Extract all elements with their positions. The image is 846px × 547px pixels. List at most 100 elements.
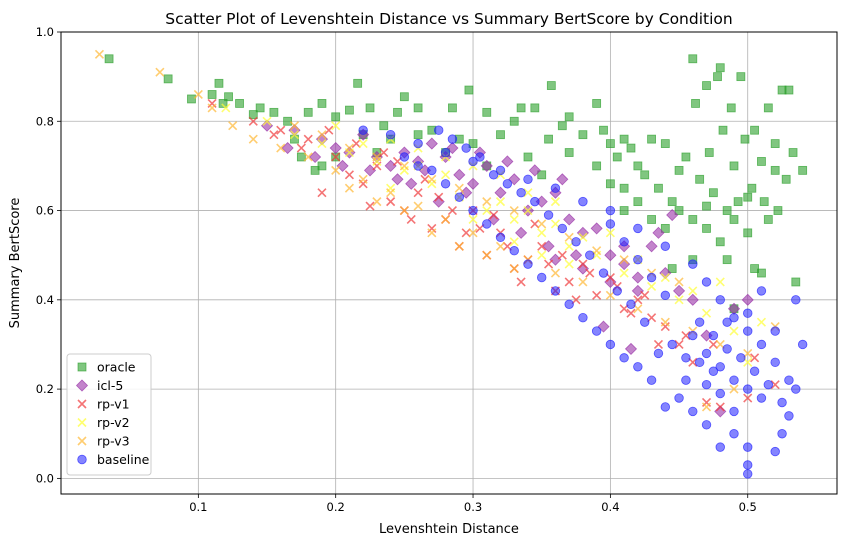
baseline-point (447, 134, 458, 144)
rp-v1-point (544, 259, 554, 269)
baseline-point (708, 366, 719, 376)
baseline-point (701, 277, 712, 287)
oracle-point (757, 268, 766, 278)
rp-v3-point (372, 152, 382, 162)
rp-v1-point (331, 152, 341, 162)
oracle-point (763, 215, 773, 224)
baseline-point (770, 446, 780, 457)
oracle-point (599, 125, 608, 135)
rp-v3-point (94, 49, 105, 59)
x-tick-label: 0.4 (601, 500, 619, 514)
rp-v2-point (482, 205, 492, 216)
rp-v2-point (756, 317, 767, 327)
oracle-point (413, 103, 423, 113)
rp-v1-point (750, 353, 760, 363)
baseline-point (770, 326, 780, 336)
x-tick-label: 0.1 (189, 500, 207, 514)
baseline-point (701, 420, 712, 430)
baseline-point (715, 362, 725, 372)
baseline-point (605, 339, 616, 350)
baseline-point (626, 299, 636, 309)
rp-v1-point (269, 130, 279, 140)
rp-v3-point (509, 264, 519, 274)
legend-marker-rp-v2 (77, 417, 87, 428)
oracle-point (647, 215, 656, 224)
chart-title: Scatter Plot of Levenshtein Distance vs … (165, 10, 732, 28)
oracle-point (317, 99, 327, 108)
rp-v3-point (399, 205, 409, 216)
rp-v1-point (626, 308, 636, 318)
oracle-point (104, 54, 114, 64)
icl-5-point (590, 222, 603, 235)
baseline-point (701, 348, 712, 359)
oracle-point (544, 134, 553, 144)
oracle-point (633, 161, 643, 171)
icl-5-point (336, 159, 349, 172)
baseline-point (399, 152, 410, 162)
rp-v3-point (344, 183, 354, 193)
oracle-point (688, 54, 698, 64)
baseline-point (743, 384, 753, 394)
baseline-point (468, 205, 478, 216)
rp-v1-point (530, 219, 540, 229)
oracle-point (743, 192, 753, 202)
oracle-point (317, 161, 327, 171)
oracle-point (578, 130, 588, 140)
icl-5-point (666, 208, 679, 222)
oracle-point (674, 165, 684, 175)
oracle-point (345, 105, 354, 115)
rp-v3-point (660, 317, 670, 327)
rp-v2-point (317, 139, 327, 149)
oracle-point (702, 224, 711, 233)
rp-v1-point (434, 192, 444, 202)
baseline-point (715, 388, 725, 399)
baseline-point (440, 147, 451, 158)
baseline-point (413, 161, 423, 171)
oracle-point (269, 107, 279, 117)
rp-v1-point (351, 139, 361, 149)
oracle-point (482, 107, 492, 117)
oracle-point (681, 152, 691, 162)
baseline-point (509, 246, 519, 256)
baseline-point (701, 379, 712, 390)
oracle-point (224, 92, 233, 102)
oracle-point (393, 107, 402, 117)
oracle-point (448, 103, 457, 113)
baseline-point (743, 326, 753, 336)
oracle-point (468, 139, 478, 148)
rp-v2-point (647, 281, 657, 292)
plot-frame (60, 31, 838, 495)
legend-label-baseline: baseline (97, 452, 150, 467)
baseline-point (502, 179, 513, 189)
rp-v3-point (155, 67, 165, 77)
icl-5-point (542, 240, 555, 253)
baseline-point (743, 469, 753, 479)
oracle-point (605, 139, 615, 148)
x-tick-label: 0.2 (327, 500, 345, 514)
icl-5-point (686, 293, 699, 306)
legend-label-rp-v2: rp-v2 (97, 415, 130, 430)
rp-v1-point (420, 174, 430, 184)
baseline-point (715, 295, 725, 305)
rp-v1-point (516, 277, 526, 287)
baseline-point (640, 317, 650, 327)
oracle-point (557, 121, 567, 131)
series-baseline (358, 125, 808, 479)
baseline-point (633, 362, 643, 372)
icl-5-point (569, 249, 583, 262)
oracle-point (781, 174, 791, 184)
rp-v1-point (564, 277, 574, 287)
y-tick-label: 0.2 (36, 382, 54, 396)
oracle-point (763, 103, 773, 113)
rp-v3-point (441, 214, 451, 225)
legend: oracle icl-5 rp-v1 rp-v2 rp-v3 baseline (66, 353, 152, 476)
legend-marker-icl-5 (75, 379, 89, 392)
oracle-point (715, 237, 725, 247)
baseline-point (516, 187, 526, 198)
oracle-point (773, 206, 783, 215)
baseline-point (770, 357, 780, 368)
baseline-point (488, 170, 499, 180)
oracle-point (688, 215, 698, 224)
legend-label-icl-5: icl-5 (97, 378, 123, 393)
baseline-point (674, 393, 684, 403)
